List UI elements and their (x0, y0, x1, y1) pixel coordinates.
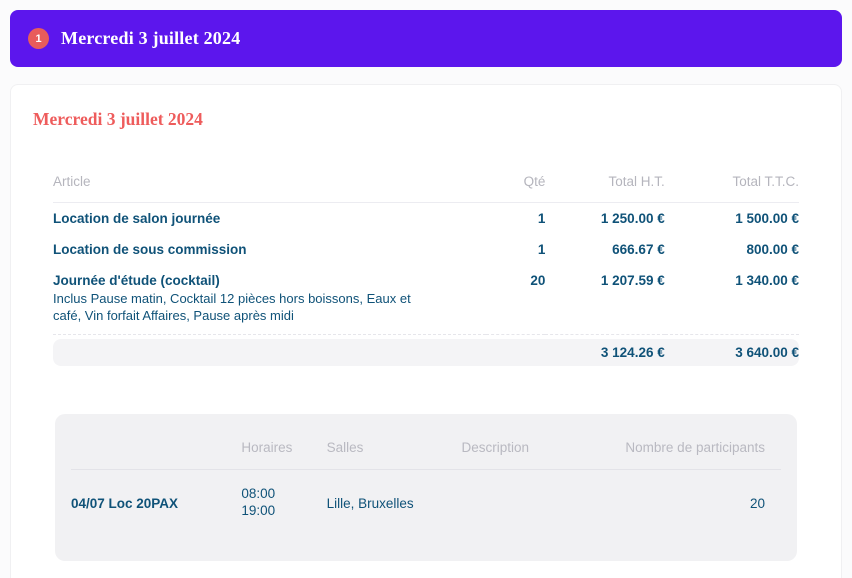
items-header-qty: Qté (485, 174, 546, 203)
totals-empty-cell (53, 339, 546, 367)
day-detail-card: Mercredi 3 juillet 2024 Article Qté Tota… (10, 84, 842, 578)
schedule-panel: Horaires Salles Description Nombre de pa… (55, 414, 797, 562)
item-total-ttc: 800.00 € (746, 242, 799, 257)
schedule-description (461, 470, 603, 540)
item-qty: 1 (537, 242, 546, 257)
item-description: Inclus Pause matin, Cocktail 12 pièces h… (53, 291, 411, 324)
item-qty: 1 (537, 211, 546, 226)
schedule-time-end: 19:00 (241, 503, 276, 519)
table-row: Location de sous commission 1 666.67 € 8… (53, 234, 799, 265)
item-name: Journée d'étude (cocktail) (53, 273, 220, 288)
items-table: Article Qté Total H.T. Total T.T.C. Loca… (53, 174, 799, 367)
day-accordion-title: Mercredi 3 juillet 2024 (61, 28, 241, 48)
schedule-header-participants: Nombre de participants (603, 434, 781, 471)
items-header-total-ht: Total H.T. (545, 174, 665, 203)
items-header-total-ttc: Total T.T.C. (664, 174, 799, 203)
schedule-header-row: Horaires Salles Description Nombre de pa… (71, 434, 781, 471)
schedule-participants: 20 (749, 495, 765, 511)
item-total-ht: 1 250.00 € (600, 211, 665, 226)
items-table-container: Article Qté Total H.T. Total T.T.C. Loca… (53, 174, 799, 367)
table-row: Location de salon journée 1 1 250.00 € 1… (53, 203, 799, 235)
item-qty: 20 (485, 265, 546, 336)
schedule-header-salles: Salles (326, 434, 462, 471)
schedule-header-name (71, 434, 242, 471)
schedule-salles: Lille, Bruxelles (326, 495, 414, 511)
schedule-time-start: 08:00 (241, 486, 276, 502)
totals-row: 3 124.26 € 3 640.00 € (53, 339, 799, 367)
item-name: Location de salon journée (53, 211, 221, 226)
totals-total-ttc: 3 640.00 € (664, 339, 799, 367)
schedule-header-horaires: Horaires (241, 434, 327, 471)
item-total-ttc: 1 500.00 € (735, 211, 799, 226)
item-total-ttc: 1 340.00 € (664, 265, 799, 336)
items-header-article: Article (53, 174, 486, 203)
schedule-row: 04/07 Loc 20PAX 08:00 19:00 Lille, Bruxe… (71, 470, 781, 540)
card-title: Mercredi 3 juillet 2024 (33, 109, 203, 129)
schedule-table: Horaires Salles Description Nombre de pa… (71, 434, 781, 540)
totals-total-ht: 3 124.26 € (545, 339, 665, 367)
item-total-ht: 666.67 € (612, 242, 665, 257)
schedule-header-description: Description (461, 434, 604, 471)
items-header-row: Article Qté Total H.T. Total T.T.C. (53, 174, 799, 203)
item-name: Location de sous commission (53, 242, 247, 257)
table-row: Journée d'étude (cocktail) Inclus Pause … (53, 265, 799, 336)
schedule-booking-name: 04/07 Loc 20PAX (71, 495, 179, 511)
day-accordion-header[interactable]: 1 Mercredi 3 juillet 2024 (10, 10, 842, 67)
day-count-badge: 1 (28, 28, 49, 49)
item-total-ht: 1 207.59 € (545, 265, 665, 336)
